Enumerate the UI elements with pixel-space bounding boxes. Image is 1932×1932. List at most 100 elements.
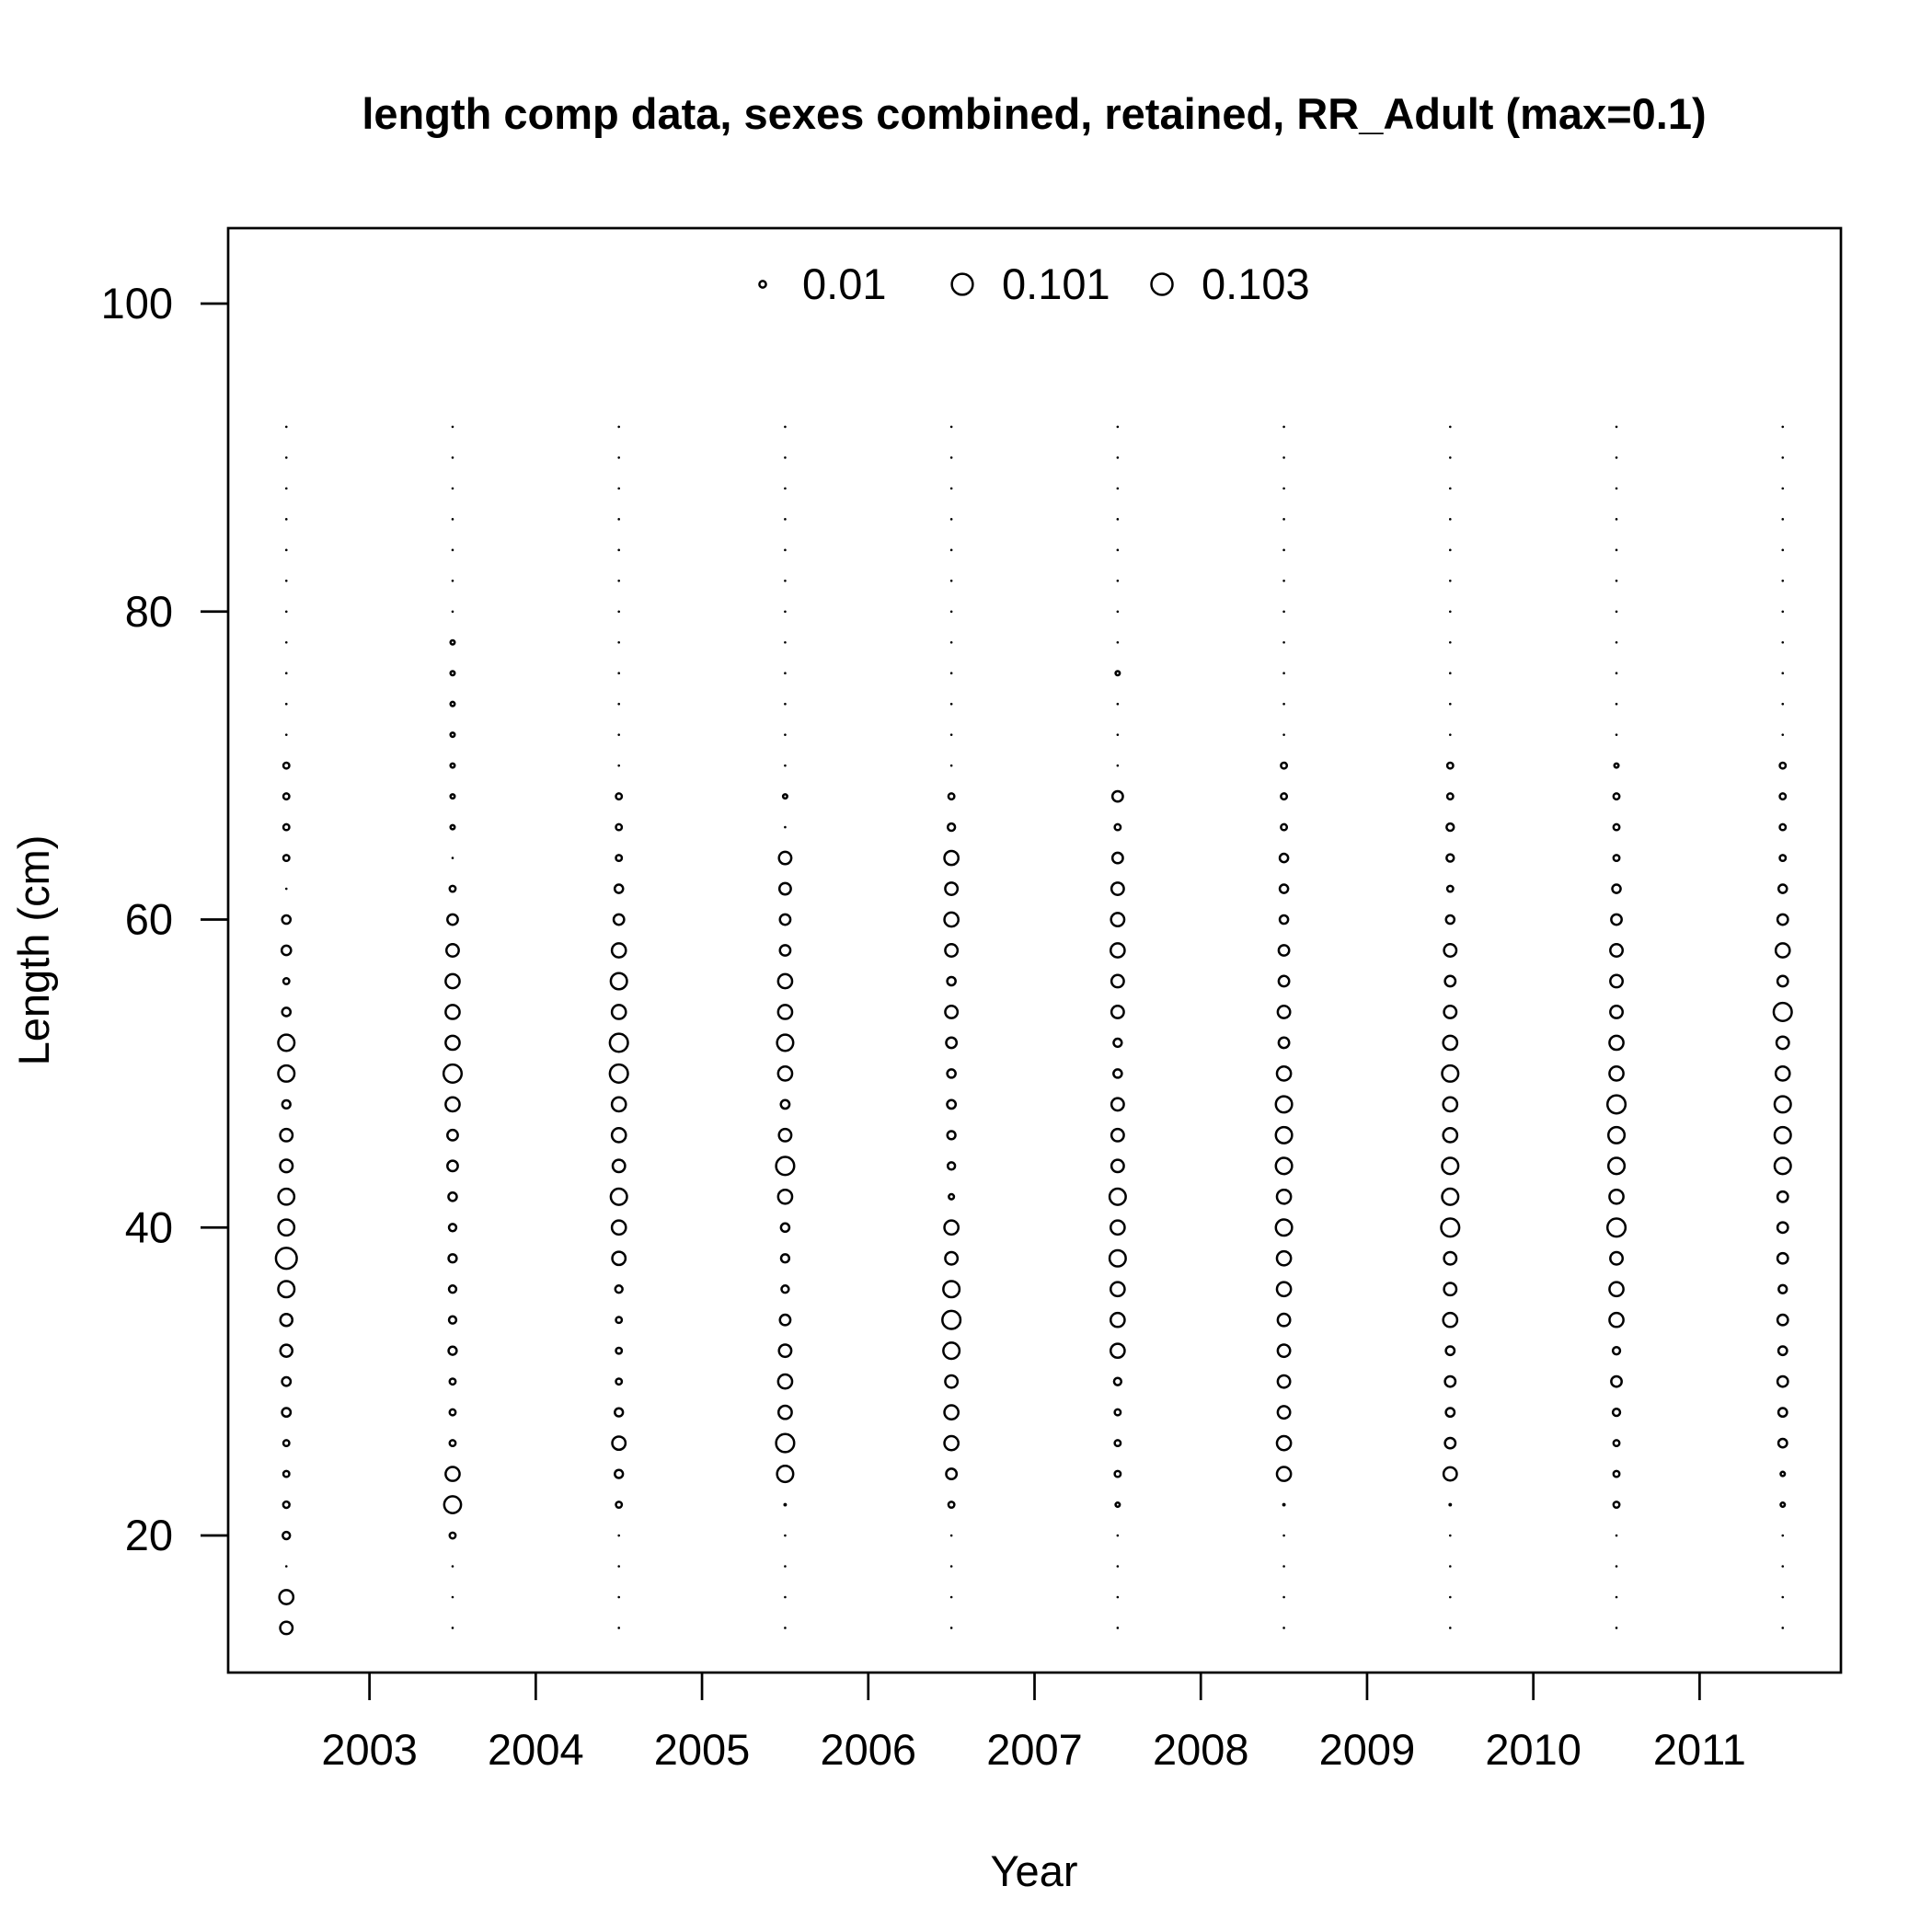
bubble-2010.5-18 bbox=[1615, 1565, 1618, 1568]
bubble-2002.5-24 bbox=[282, 1469, 291, 1478]
bubble-2008.5-24 bbox=[1275, 1466, 1293, 1482]
bubble-2007.5-56 bbox=[1110, 973, 1125, 989]
bubble-2004.5-90 bbox=[617, 456, 620, 459]
legend-label-0.01: 0.01 bbox=[802, 259, 886, 308]
bubble-2004.5-48 bbox=[610, 1096, 627, 1113]
x-tick-label-2007: 2007 bbox=[986, 1725, 1083, 1774]
bubble-2006.5-92 bbox=[949, 425, 953, 429]
legend-marker-0.01 bbox=[758, 280, 767, 289]
bubble-2010.5-20 bbox=[1615, 1534, 1618, 1537]
bubble-2008.5-88 bbox=[1282, 487, 1285, 490]
bubble-2009.5-38 bbox=[1443, 1250, 1458, 1266]
bubble-2002.5-44 bbox=[279, 1158, 294, 1174]
bubble-2006.5-78 bbox=[949, 640, 953, 644]
bubble-2009.5-64 bbox=[1445, 853, 1455, 863]
bubble-2006.5-28 bbox=[943, 1404, 960, 1420]
bubble-2011.5-22 bbox=[1779, 1501, 1787, 1509]
bubble-2002.5-16 bbox=[278, 1589, 295, 1605]
bubble-2010.5-30 bbox=[1610, 1374, 1623, 1388]
bubble-2011.5-60 bbox=[1776, 913, 1789, 926]
bubble-2005.5-42 bbox=[776, 1188, 794, 1205]
bubble-2004.5-58 bbox=[610, 942, 627, 959]
bubble-2011.5-42 bbox=[1776, 1190, 1789, 1203]
bubble-2011.5-34 bbox=[1776, 1313, 1789, 1327]
bubble-2008.5-22 bbox=[1282, 1502, 1286, 1507]
bubble-2002.5-66 bbox=[282, 822, 291, 832]
bubble-2003.5-28 bbox=[448, 1408, 457, 1417]
bubble-2002.5-26 bbox=[282, 1439, 291, 1448]
bubble-2004.5-72 bbox=[617, 733, 620, 736]
legend-label-0.101: 0.101 bbox=[1002, 259, 1110, 308]
bubble-2002.5-32 bbox=[279, 1343, 294, 1358]
bubble-2009.5-68 bbox=[1445, 792, 1455, 801]
bubble-2010.5-78 bbox=[1615, 640, 1618, 644]
bubble-2007.5-90 bbox=[1116, 456, 1120, 459]
bubble-2008.5-78 bbox=[1282, 640, 1285, 644]
bubble-2010.5-74 bbox=[1615, 702, 1618, 706]
bubble-2003.5-66 bbox=[449, 823, 456, 831]
bubble-2003.5-16 bbox=[451, 1595, 454, 1599]
bubble-2006.5-80 bbox=[949, 610, 953, 614]
bubble-2006.5-38 bbox=[944, 1250, 960, 1266]
bubble-2007.5-92 bbox=[1116, 425, 1120, 429]
bubble-2006.5-50 bbox=[946, 1068, 957, 1079]
bubble-2005.5-26 bbox=[775, 1432, 796, 1454]
bubble-2007.5-74 bbox=[1116, 702, 1120, 706]
bubble-2010.5-32 bbox=[1611, 1346, 1622, 1356]
bubble-2009.5-62 bbox=[1445, 884, 1455, 893]
bubble-2004.5-18 bbox=[617, 1565, 620, 1568]
bubble-2007.5-78 bbox=[1116, 640, 1120, 644]
bubble-2011.5-28 bbox=[1777, 1407, 1788, 1419]
bubble-2003.5-14 bbox=[451, 1627, 454, 1629]
bubble-2009.5-84 bbox=[1449, 548, 1452, 552]
bubble-2002.5-82 bbox=[284, 579, 288, 582]
bubble-2008.5-84 bbox=[1282, 548, 1285, 552]
bubble-2008.5-46 bbox=[1274, 1125, 1294, 1144]
bubble-2009.5-42 bbox=[1441, 1187, 1460, 1206]
bubble-2005.5-14 bbox=[784, 1627, 787, 1629]
bubble-2011.5-92 bbox=[1781, 425, 1785, 429]
bubble-2002.5-42 bbox=[277, 1187, 296, 1206]
bubble-2005.5-64 bbox=[777, 850, 793, 866]
bubble-2010.5-92 bbox=[1615, 425, 1618, 429]
y-tick-label-80: 80 bbox=[125, 587, 173, 636]
bubble-2005.5-58 bbox=[778, 944, 792, 957]
bubble-2007.5-36 bbox=[1110, 1281, 1126, 1298]
bubble-2011.5-64 bbox=[1778, 854, 1788, 863]
bubble-2004.5-54 bbox=[610, 1004, 627, 1020]
bubble-2009.5-90 bbox=[1449, 456, 1452, 459]
bubble-2006.5-64 bbox=[943, 849, 960, 867]
bubble-2008.5-74 bbox=[1282, 702, 1285, 706]
bubble-2002.5-84 bbox=[284, 548, 288, 552]
bubble-2006.5-76 bbox=[949, 672, 953, 675]
bubble-2010.5-38 bbox=[1609, 1250, 1624, 1266]
bubble-2008.5-64 bbox=[1278, 852, 1290, 864]
bubble-2010.5-90 bbox=[1615, 456, 1618, 459]
bubble-2006.5-72 bbox=[949, 733, 953, 736]
bubble-2003.5-32 bbox=[447, 1345, 458, 1356]
bubble-2004.5-22 bbox=[615, 1501, 624, 1510]
bubble-2008.5-48 bbox=[1274, 1095, 1294, 1114]
bubble-2008.5-14 bbox=[1282, 1627, 1285, 1629]
bubble-2010.5-50 bbox=[1608, 1065, 1625, 1082]
bubble-2006.5-52 bbox=[945, 1036, 959, 1050]
bubble-2002.5-46 bbox=[279, 1127, 294, 1143]
bubble-2011.5-44 bbox=[1773, 1156, 1792, 1176]
bubble-2009.5-16 bbox=[1449, 1595, 1452, 1599]
bubble-2003.5-58 bbox=[445, 943, 460, 958]
bubble-2011.5-16 bbox=[1781, 1595, 1785, 1599]
bubble-2004.5-68 bbox=[615, 792, 624, 801]
bubble-2010.5-68 bbox=[1612, 792, 1621, 801]
bubble-2009.5-18 bbox=[1449, 1565, 1452, 1568]
bubble-2005.5-16 bbox=[784, 1595, 787, 1599]
bubble-2004.5-34 bbox=[615, 1316, 624, 1325]
bubble-2002.5-68 bbox=[282, 792, 291, 801]
bubble-2008.5-40 bbox=[1274, 1218, 1294, 1237]
bubble-2005.5-46 bbox=[777, 1127, 793, 1143]
bubble-2010.5-86 bbox=[1615, 518, 1618, 521]
bubble-2007.5-42 bbox=[1108, 1187, 1127, 1206]
bubble-2007.5-38 bbox=[1108, 1248, 1127, 1268]
bubble-2004.5-60 bbox=[612, 913, 626, 926]
bubble-2002.5-48 bbox=[281, 1098, 292, 1110]
x-tick-label-2011: 2011 bbox=[1653, 1725, 1746, 1774]
